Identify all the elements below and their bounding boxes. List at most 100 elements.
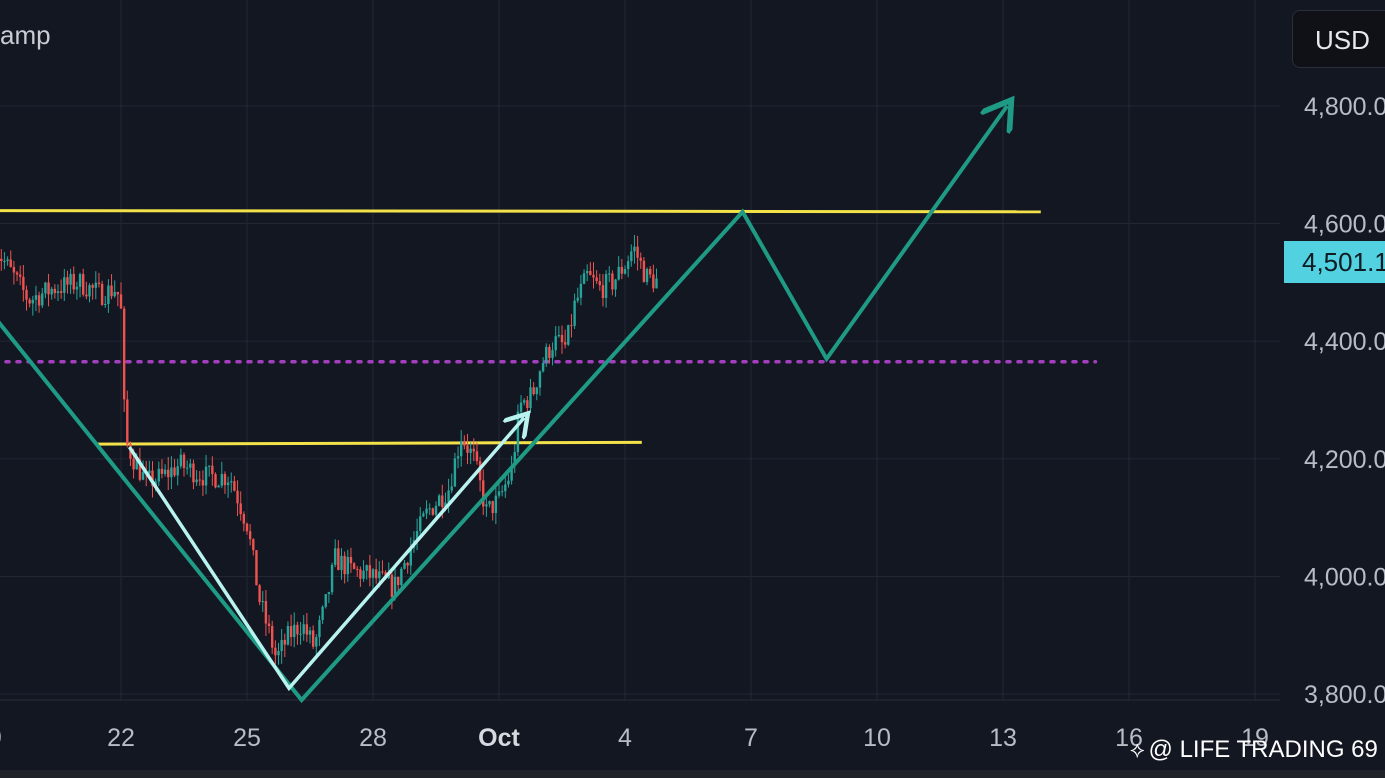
candle-body-118	[365, 565, 368, 571]
candle-body-39	[116, 291, 120, 295]
candle-body-31	[91, 285, 94, 288]
candle-body-165	[513, 452, 516, 466]
candle-body-71	[217, 485, 220, 488]
chart-grid	[0, 0, 1280, 701]
bottom-strip	[0, 770, 1385, 778]
candle-body-176	[548, 346, 551, 358]
candle-body-95	[293, 624, 296, 638]
candle-body-146	[453, 458, 457, 487]
candle-body-87	[267, 623, 271, 627]
candle-body-61	[185, 467, 189, 469]
candle-body-72	[220, 473, 223, 486]
candle-body-37	[110, 285, 113, 297]
candle-body-203	[633, 246, 636, 252]
candle-body-208	[649, 268, 652, 275]
x-tick-label-6: 7	[744, 724, 758, 752]
candle-body-52	[157, 468, 160, 482]
candle-body-83	[255, 550, 258, 586]
candle-body-36	[107, 285, 110, 305]
candle-body-104	[321, 606, 324, 620]
price-axis[interactable]: 4,800.0 4,600.0 4,400.0 4,200.0 4,000.0 3,800…	[1304, 93, 1385, 709]
candle-body-197	[614, 279, 617, 290]
candle-body-14	[37, 295, 41, 306]
channel-path	[127, 418, 524, 692]
candle-body-169	[526, 400, 529, 409]
candle-body-117	[362, 570, 365, 579]
candle-body-67	[204, 466, 208, 486]
watermark: ⟡ @ LIFE TRADING 69	[1130, 736, 1378, 764]
candle-body-94	[289, 626, 293, 638]
candle-body-131	[406, 562, 409, 566]
candle-body-159	[494, 495, 498, 514]
candle-body-76	[233, 481, 236, 491]
candle-body-88	[271, 626, 274, 648]
candle-body-54	[163, 469, 167, 474]
candle-body-101	[311, 630, 315, 647]
candle-body-196	[611, 273, 614, 290]
candle-body-206	[642, 260, 646, 283]
currency-button[interactable]: USD	[1292, 10, 1385, 68]
candle-body-78	[239, 503, 242, 515]
y-tick-label-1: 4,600.0	[1304, 211, 1385, 239]
candle-body-29	[85, 294, 88, 297]
y-tick-label-4: 4,000.0	[1304, 563, 1385, 591]
candle-body-57	[173, 467, 176, 476]
candle-body-17	[47, 282, 50, 295]
candle-body-145	[450, 486, 453, 491]
candle-body-122	[378, 571, 381, 579]
drawing-annotations	[0, 106, 1007, 704]
candle-body-192	[598, 281, 601, 286]
resistance-line	[0, 209, 1041, 214]
candle-body-210	[655, 278, 658, 289]
candle-body-98	[302, 624, 305, 634]
candle-body-130	[403, 562, 406, 569]
candle-body-5	[9, 259, 12, 267]
candle-body-15	[41, 293, 44, 306]
candle-body-144	[447, 490, 450, 503]
candle-body-174	[541, 363, 545, 372]
candle-body-188	[586, 270, 589, 274]
candle-body-89	[274, 647, 277, 656]
x-tick-label-9: 16	[1115, 724, 1143, 752]
candle-body-162	[504, 484, 507, 492]
candle-body-207	[645, 268, 649, 283]
candle-body-202	[630, 251, 633, 262]
x-tick-label-1: 22	[107, 724, 135, 752]
candle-body-108	[334, 548, 337, 565]
candle-body-80	[245, 523, 249, 532]
candle-body-8	[19, 274, 22, 277]
candle-body-135	[419, 516, 422, 532]
candle-body-34	[100, 283, 104, 305]
candle-body-3	[3, 260, 6, 262]
candle-body-201	[626, 261, 630, 270]
candle-body-141	[437, 495, 441, 506]
candle-body-73	[223, 473, 227, 486]
candle-body-32	[94, 282, 97, 288]
price-candles	[0, 234, 658, 665]
candle-body-77	[236, 490, 239, 504]
candle-body-50	[151, 470, 154, 487]
candle-body-45	[135, 459, 138, 470]
candle-body-168	[523, 400, 526, 403]
candle-body-121	[374, 569, 378, 579]
candle-body-92	[283, 639, 286, 645]
candle-body-128	[397, 576, 400, 586]
candle-body-175	[545, 346, 548, 364]
candle-body-163	[507, 480, 510, 485]
candle-body-90	[277, 651, 280, 656]
candle-body-65	[198, 479, 201, 481]
candle-body-191	[595, 277, 598, 282]
candle-body-9	[22, 276, 25, 290]
candle-body-105	[324, 594, 327, 607]
candle-body-198	[617, 266, 620, 280]
candle-body-116	[359, 569, 362, 579]
time-axis[interactable]: 9 22 25 28 Oct 4 7 10 13 16 19	[0, 724, 1269, 752]
candle-body-151	[469, 448, 472, 453]
candle-body-140	[434, 505, 438, 515]
candle-body-155	[482, 480, 485, 507]
candle-body-55	[167, 469, 170, 478]
candle-body-171	[532, 387, 535, 395]
candle-body-205	[639, 257, 642, 261]
candle-body-166	[516, 411, 520, 453]
